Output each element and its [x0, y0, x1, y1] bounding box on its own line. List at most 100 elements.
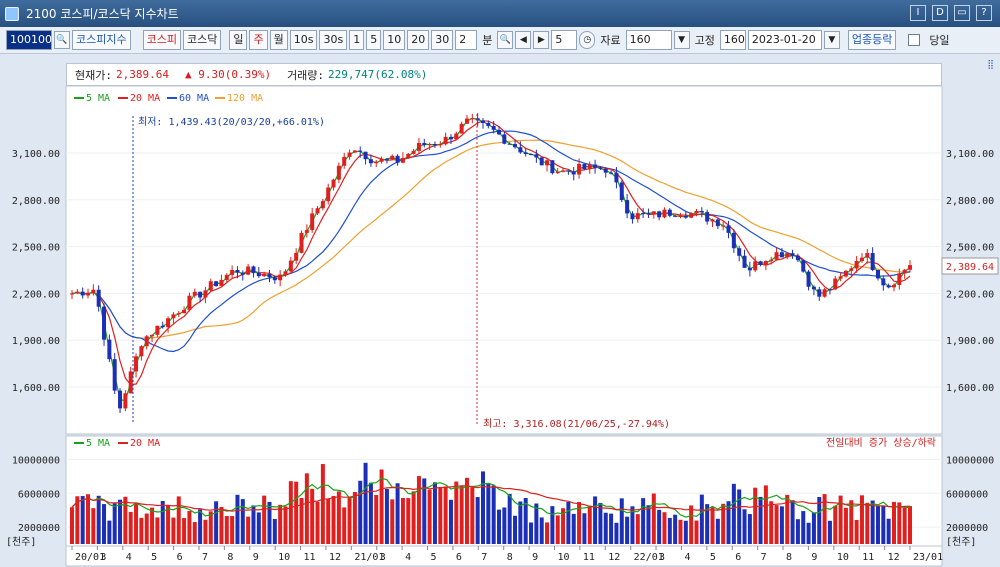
candle-body	[427, 144, 432, 146]
candle-body	[475, 118, 480, 121]
clock-icon[interactable]: ◷	[579, 31, 596, 49]
volume-bar	[726, 501, 731, 544]
period-week-button[interactable]: 주	[249, 30, 268, 50]
fixed-count-input[interactable]: 160	[719, 30, 746, 50]
legend-ma5: 5 MA	[86, 93, 110, 104]
minute-label: 분	[482, 34, 493, 47]
date-select[interactable]: 2023-01-20	[747, 30, 822, 50]
volume-bar	[827, 520, 832, 544]
vol-legend-ma20: 20 MA	[130, 438, 160, 449]
volume-bar	[208, 511, 213, 544]
minute-custom-input[interactable]: 2	[455, 30, 478, 50]
period-day-button[interactable]: 일	[229, 30, 248, 50]
candle-body	[230, 270, 235, 275]
volume-bar	[475, 497, 480, 544]
volume-bar	[75, 496, 80, 544]
sector-change-button[interactable]: 업종등락	[847, 30, 897, 50]
volume-bar	[91, 508, 96, 544]
volume-bar	[416, 476, 421, 544]
volume-bar	[326, 498, 331, 544]
candle-body	[320, 201, 325, 209]
candle-body	[689, 213, 694, 218]
candle-body	[118, 390, 123, 409]
help-button[interactable]: ?	[976, 5, 992, 21]
period-10s-button[interactable]: 10s	[289, 30, 318, 50]
time-axis-label: 10	[837, 552, 849, 563]
candle-body	[182, 309, 187, 314]
volume-axis-label-right: 6000000	[946, 489, 988, 500]
volume-bar	[763, 485, 768, 544]
volume-bar	[662, 512, 667, 544]
volume-bar	[363, 462, 368, 544]
time-axis-label: 11	[862, 552, 874, 563]
zoom-icon[interactable]: 🔍	[497, 31, 514, 49]
volume-bar	[737, 489, 742, 544]
index-code-input[interactable]: 100100	[6, 30, 52, 50]
candle-body	[352, 150, 357, 153]
minimize-button[interactable]: ▭	[954, 5, 970, 21]
candle-body	[529, 154, 534, 156]
minute-10-button[interactable]: 10	[383, 30, 406, 50]
candle-body	[555, 171, 560, 174]
chevron-down-icon[interactable]: ▼	[673, 31, 690, 49]
index-name-label[interactable]: 코스피지수	[72, 30, 131, 50]
candle-body	[208, 281, 213, 291]
candle-body	[673, 215, 678, 217]
volume-bar	[614, 522, 619, 544]
volume-bar	[865, 502, 870, 544]
period-30s-button[interactable]: 30s	[319, 30, 348, 50]
candle-body	[662, 209, 667, 218]
window-title: 2100 코스피/코스닥 지수차트	[26, 7, 179, 21]
panel-expand-icon[interactable]: ⣿	[987, 60, 994, 70]
candle-body	[331, 179, 336, 188]
minute-30-button[interactable]: 30	[431, 30, 454, 50]
data-count-select[interactable]: 160	[625, 30, 672, 50]
volume-bar	[150, 507, 155, 544]
calendar-chevron-icon[interactable]: ▼	[823, 31, 840, 49]
candle-body	[358, 150, 363, 152]
candle-body	[267, 273, 272, 278]
candle-body	[609, 172, 614, 174]
candle-body	[304, 230, 309, 233]
price-axis-label-right: 2,800.00	[946, 196, 994, 207]
search-icon[interactable]: 🔍	[54, 31, 70, 49]
candle-body	[694, 210, 699, 214]
info-button[interactable]: I	[910, 5, 926, 21]
dock-button[interactable]: D	[932, 5, 948, 21]
candle-body	[881, 278, 886, 286]
toolbar: 100100 🔍 코스피지수 코스피 코스닥 일 주 월 10s 30s 1 5…	[0, 27, 1000, 54]
prev-icon[interactable]: ◀	[515, 31, 532, 49]
next-icon[interactable]: ▶	[533, 31, 550, 49]
candle-body	[758, 261, 763, 265]
time-axis-label: 7	[761, 552, 767, 563]
volume-bar	[400, 498, 405, 544]
price-axis-label-left: 2,800.00	[12, 196, 60, 207]
index-chart[interactable]: 3,100.00 3,100.00 2,800.00 2,800.00 2,500.00…	[0, 86, 1000, 567]
candle-body	[870, 253, 875, 271]
price-axis-label-left: 1,600.00	[12, 383, 60, 394]
kosdaq-button[interactable]: 코스닥	[182, 30, 222, 50]
ma20-line	[71, 120, 911, 386]
time-axis-label: 3	[659, 552, 665, 563]
step-input[interactable]: 5	[551, 30, 578, 50]
candle-body	[843, 270, 848, 277]
period-month-button[interactable]: 월	[269, 30, 288, 50]
minute-1-button[interactable]: 1	[349, 30, 365, 50]
time-axis-label: 7	[202, 552, 208, 563]
time-axis-label: 8	[227, 552, 233, 563]
minute-5-button[interactable]: 5	[366, 30, 382, 50]
kospi-button[interactable]: 코스피	[142, 30, 181, 50]
price-change-value: ▲ 9.30(0.39%)	[184, 68, 272, 81]
volume-bar	[550, 506, 555, 544]
volume-bar	[251, 505, 256, 544]
volume-bar	[838, 495, 843, 544]
volume-bar	[459, 486, 464, 544]
today-checkbox[interactable]	[908, 34, 921, 46]
data-count-label: 자료	[600, 34, 621, 47]
volume-bar	[470, 487, 475, 544]
volume-bar	[107, 520, 112, 544]
time-axis-label: 22/01	[634, 552, 664, 563]
candle-body	[368, 159, 373, 164]
volume-bar	[294, 481, 299, 544]
minute-20-button[interactable]: 20	[407, 30, 430, 50]
